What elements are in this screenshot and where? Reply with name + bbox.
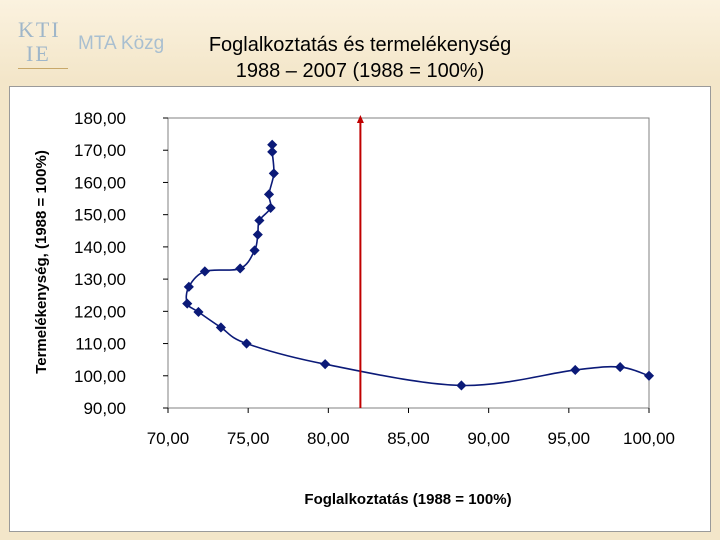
data-point	[320, 359, 331, 370]
reference-line-arrow	[356, 115, 364, 123]
x-tick-label: 90,00	[467, 429, 510, 448]
x-tick-label: 95,00	[548, 429, 591, 448]
x-tick-label: 70,00	[147, 429, 190, 448]
x-tick-label: 100,00	[623, 429, 675, 448]
data-point	[265, 202, 276, 213]
data-point	[263, 189, 275, 200]
header-band	[0, 0, 720, 80]
y-tick-label: 180,00	[74, 109, 126, 128]
x-tick-label: 80,00	[307, 429, 350, 448]
data-point	[570, 364, 581, 376]
y-tick-label: 90,00	[83, 399, 126, 418]
data-point	[183, 281, 194, 292]
data-point	[643, 370, 655, 381]
data-point	[252, 229, 263, 240]
data-point	[249, 245, 260, 256]
y-tick-label: 140,00	[74, 238, 126, 257]
data-point	[193, 306, 204, 318]
data-point	[235, 263, 246, 274]
page-title: Foglalkoztatás és termelékenység 1988 – …	[120, 32, 600, 84]
y-tick-label: 120,00	[74, 302, 126, 321]
logo-underline	[18, 68, 68, 69]
data-point	[267, 139, 278, 150]
y-tick-label: 150,00	[74, 206, 126, 225]
institute-name: MTA Közg	[78, 33, 165, 54]
institute-logo: KTI IE	[18, 17, 61, 66]
plot-area-frame	[167, 117, 650, 409]
y-tick-label: 100,00	[74, 367, 126, 386]
y-tick-label: 110,00	[75, 335, 126, 354]
x-tick-label: 85,00	[387, 429, 430, 448]
series-line	[185, 144, 650, 387]
data-point	[615, 362, 626, 373]
y-tick-label: 170,00	[74, 141, 126, 160]
data-point	[241, 338, 252, 349]
y-tick-label: 160,00	[74, 173, 126, 192]
data-point	[456, 380, 467, 391]
x-axis-title: Foglalkoztatás (1988 = 100%)	[304, 491, 511, 508]
y-tick-label: 130,00	[74, 270, 126, 289]
title-line-2: 1988 – 2007 (1988 = 100%)	[235, 60, 485, 82]
y-axis-title: Termelékenység, (1988 = 100%)	[33, 150, 50, 374]
data-point	[268, 168, 279, 179]
title-line-1: Foglalkoztatás és termelékenység	[208, 34, 512, 56]
data-point	[199, 266, 210, 277]
x-tick-label: 75,00	[227, 429, 270, 448]
data-point	[254, 215, 265, 226]
data-point	[267, 146, 278, 157]
data-point	[215, 322, 226, 333]
data-point	[182, 298, 193, 309]
